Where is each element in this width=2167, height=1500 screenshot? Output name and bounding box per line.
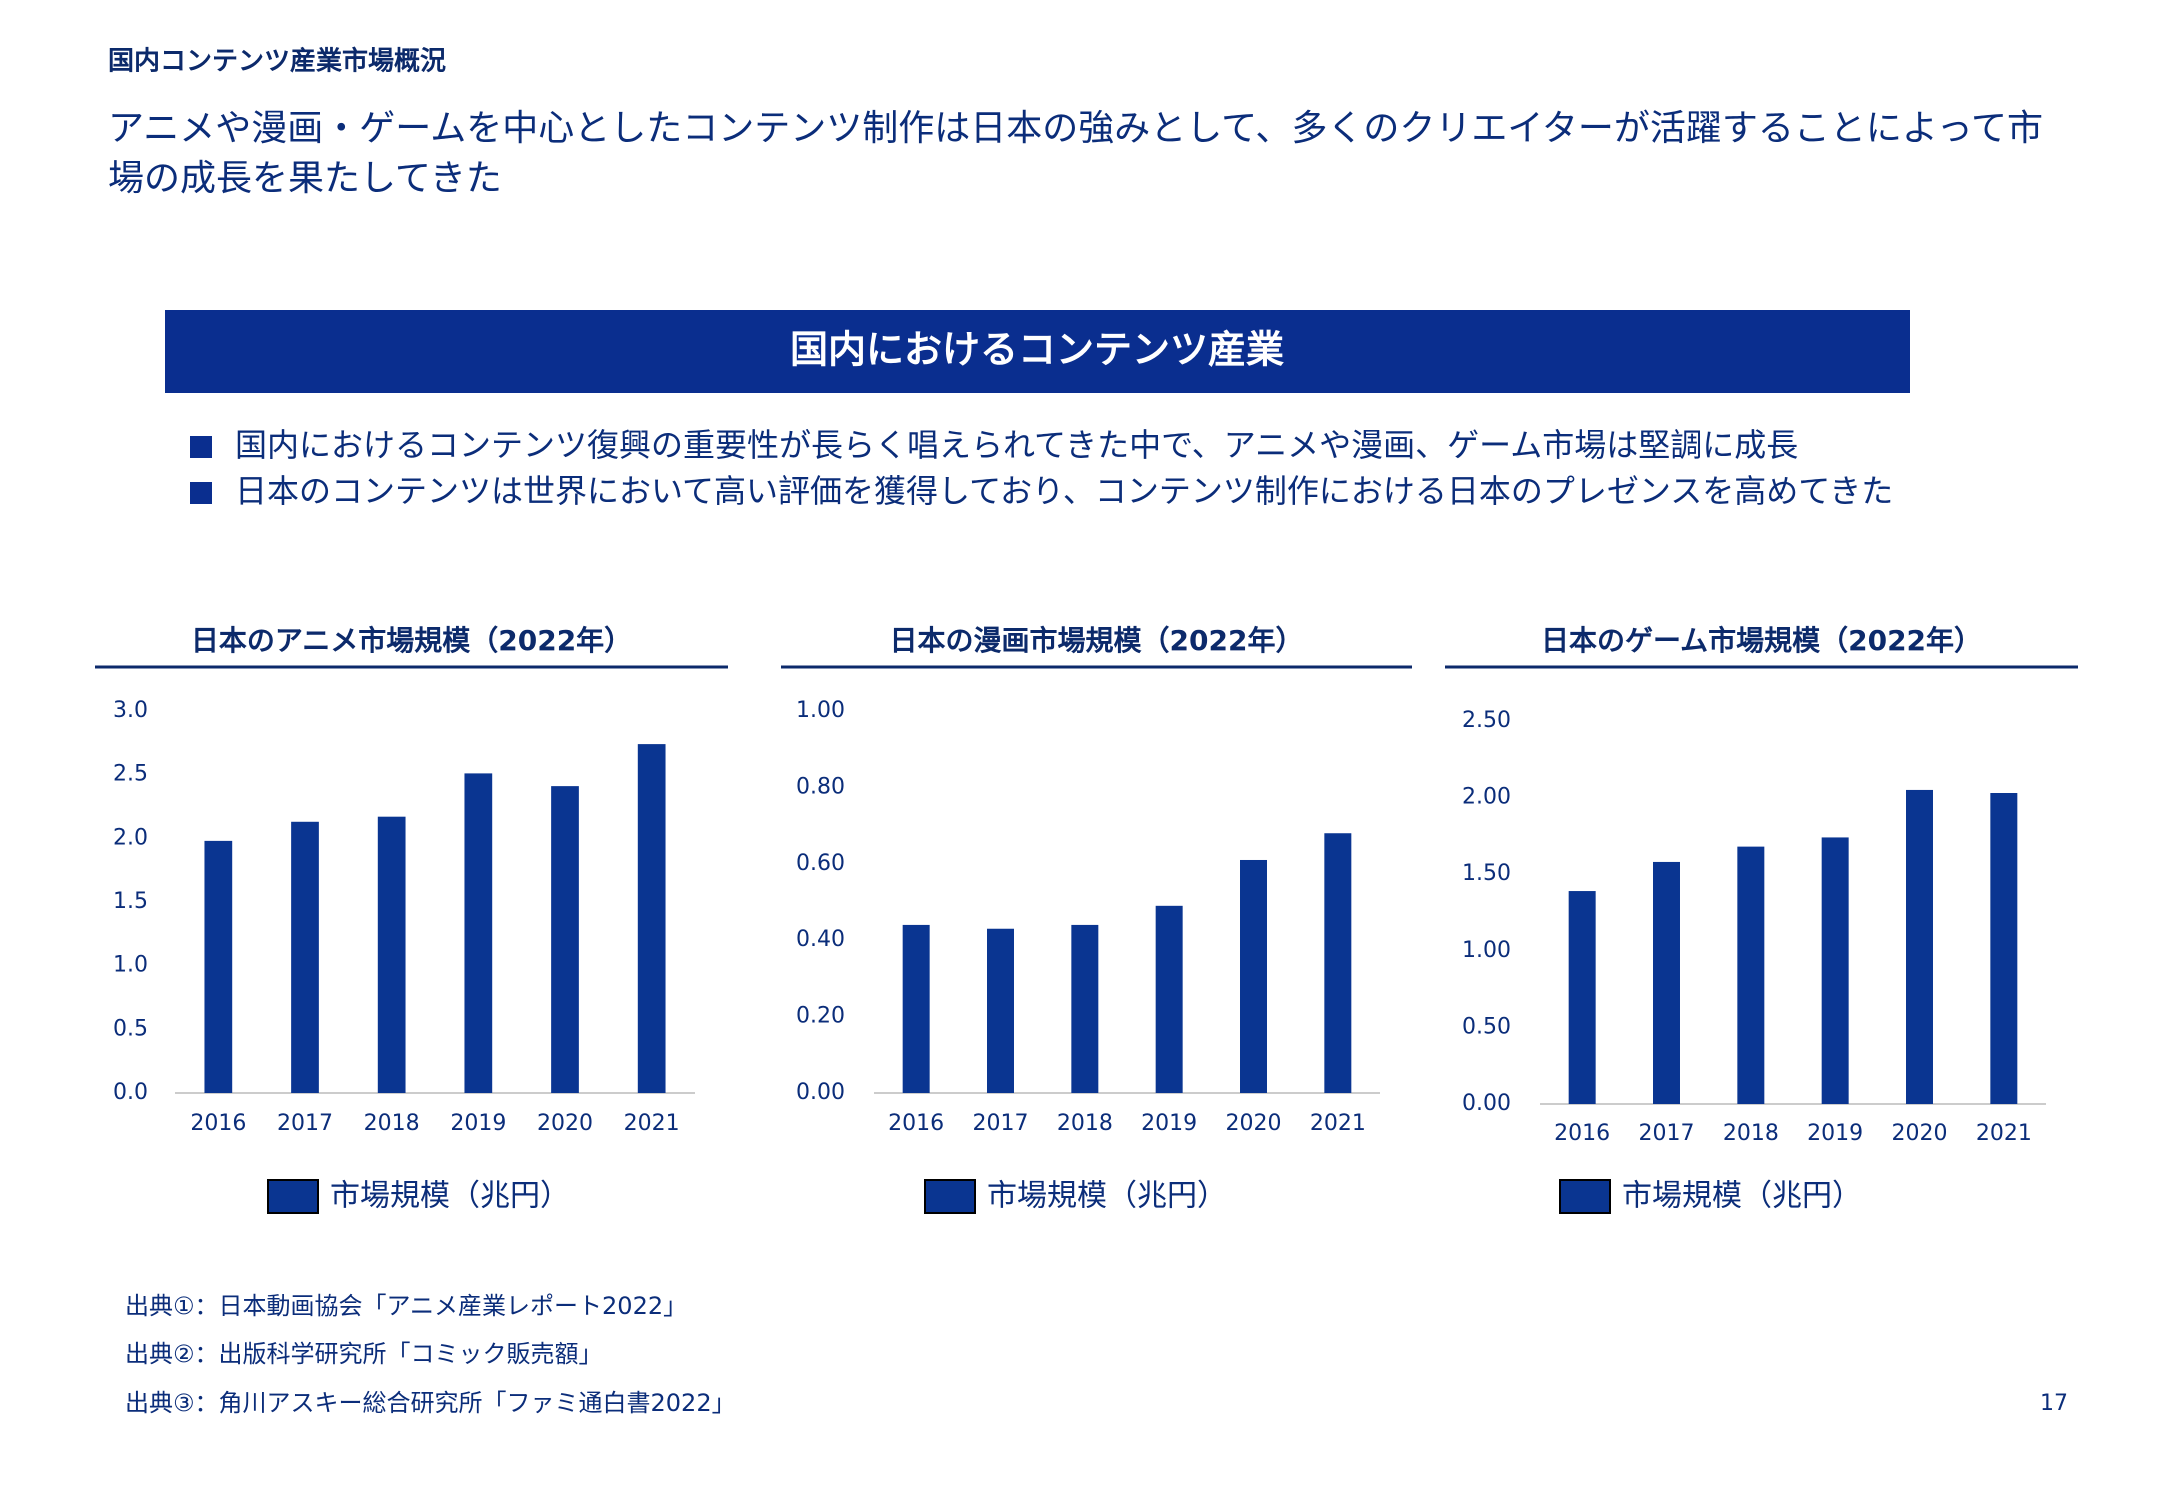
bullet-text: 国内におけるコンテンツ復興の重要性が長らく唱えられてきた中で、アニメや漫画、ゲー… [235,426,1798,464]
bar [377,816,406,1093]
y-tick-label: 0.20 [796,1004,845,1029]
bar [551,786,579,1093]
x-tick-label: 2021 [1310,1111,1366,1136]
headline: 場の成長を果たしてきた [108,158,502,199]
y-tick-label: 2.5 [113,762,148,787]
x-tick-label: 2018 [364,1111,420,1136]
y-tick-label: 0.00 [1462,1091,1511,1116]
bar [1324,833,1352,1093]
bullet-square [190,482,212,504]
bar [464,773,493,1093]
x-tick-label: 2016 [190,1111,246,1136]
x-tick-label: 2020 [1892,1121,1948,1146]
chart-title: 日本のアニメ市場規模（2022年） [191,624,632,657]
source: 出典①：日本動画協会「アニメ産業レポート2022」 [125,1292,687,1320]
bar [291,821,319,1093]
x-tick-label: 2017 [277,1111,333,1136]
y-tick-label: 2.00 [1462,785,1511,810]
y-tick-label: 1.5 [113,889,148,914]
bar [1568,891,1596,1104]
y-tick-label: 0.80 [796,774,845,799]
legend-label: 市場規模（兆円） [987,1179,1227,1214]
bar [204,840,233,1093]
legend-swatch [1559,1179,1611,1214]
bar [1737,846,1765,1104]
band-title: 国内におけるコンテンツ産業 [790,328,1284,372]
bar [1155,905,1183,1093]
y-tick-label: 3.0 [113,698,148,723]
source: 出典③：角川アスキー総合研究所「ファミ通白書2022」 [125,1389,736,1417]
chart-title: 日本のゲーム市場規模（2022年） [1541,624,1982,657]
legend-label: 市場規模（兆円） [330,1179,570,1214]
y-tick-label: 1.00 [1462,938,1511,963]
x-tick-label: 2020 [537,1111,593,1136]
source: 出典②：出版科学研究所「コミック販売額」 [125,1340,603,1368]
page-number: 17 [2040,1391,2068,1416]
y-tick-label: 0.60 [796,851,845,876]
x-tick-label: 2017 [973,1111,1029,1136]
y-tick-label: 0.40 [796,927,845,952]
bar [1071,924,1099,1093]
x-tick-label: 2016 [1554,1121,1610,1146]
y-tick-label: 1.50 [1462,861,1511,886]
section-band [165,310,1910,393]
bar [987,928,1014,1093]
legend-swatch [267,1179,319,1214]
legend-swatch [924,1179,976,1214]
x-tick-label: 2020 [1226,1111,1282,1136]
x-tick-label: 2019 [1807,1121,1863,1146]
bar [637,744,666,1093]
legend-label: 市場規模（兆円） [1622,1179,1862,1214]
headline: アニメや漫画・ゲームを中心としたコンテンツ制作は日本の強みとして、多くのクリエイ… [108,108,2043,149]
bullet-text: 日本のコンテンツは世界において高い評価を獲得しており、コンテンツ制作における日本… [235,472,1893,510]
x-tick-label: 2019 [450,1111,506,1136]
y-tick-label: 1.0 [113,953,148,978]
x-tick-label: 2021 [624,1111,680,1136]
x-tick-label: 2021 [1976,1121,2032,1146]
x-tick-label: 2019 [1141,1111,1197,1136]
bar [902,924,930,1093]
chart-title: 日本の漫画市場規模（2022年） [890,624,1304,657]
y-tick-label: 0.0 [113,1080,148,1105]
y-tick-label: 0.5 [113,1016,148,1041]
x-tick-label: 2017 [1639,1121,1695,1146]
y-tick-label: 1.00 [796,698,845,723]
bar [1906,789,1933,1104]
y-tick-label: 0.50 [1462,1014,1511,1039]
y-tick-label: 2.0 [113,825,148,850]
section-label: 国内コンテンツ産業市場概況 [108,46,446,77]
bar [1990,793,2018,1104]
y-tick-label: 2.50 [1462,708,1511,733]
x-tick-label: 2016 [888,1111,944,1136]
bar [1240,859,1267,1093]
x-tick-label: 2018 [1723,1121,1779,1146]
bullet-square [190,436,212,458]
bar [1653,861,1680,1104]
bar [1821,837,1849,1104]
y-tick-label: 0.00 [796,1080,845,1105]
x-tick-label: 2018 [1057,1111,1113,1136]
